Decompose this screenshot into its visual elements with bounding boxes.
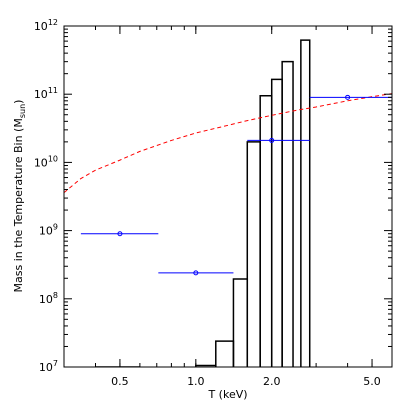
histogram-bar-8 <box>300 39 311 367</box>
y-tick-label-base: 10 <box>39 293 53 306</box>
y-tick-label-2: 109 <box>39 223 58 238</box>
histogram-bar-4 <box>246 141 261 367</box>
x-tick-label-0: 0.5 <box>111 375 129 388</box>
y-tick-label-5: 1012 <box>34 18 58 33</box>
y-tick-label-base: 10 <box>34 20 48 33</box>
y-axis-label-main: Mass in the Temperature Bin (M <box>12 118 25 292</box>
histogram-bar-7 <box>281 60 294 367</box>
y-axis-label-tail: ) <box>12 100 25 104</box>
x-tick-label-1: 1.0 <box>187 375 205 388</box>
plot-layer <box>64 39 392 367</box>
y-tick-label-exponent: 12 <box>48 18 58 27</box>
y-tick-label-exponent: 7 <box>53 359 58 368</box>
x-tick-label-3: 5.0 <box>363 375 381 388</box>
histogram-bar-2 <box>215 340 235 367</box>
y-tick-label-exponent: 9 <box>53 223 58 232</box>
y-tick-label-1: 108 <box>39 291 58 306</box>
y-axis-label-sub: sun <box>18 104 27 118</box>
plot-frame <box>63 25 393 368</box>
data-point-1 <box>193 270 199 276</box>
y-tick-label-base: 10 <box>34 88 48 101</box>
y-tick-label-exponent: 10 <box>48 154 58 163</box>
histogram-bar-6 <box>270 78 283 367</box>
y-tick-label-base: 10 <box>39 361 53 374</box>
y-tick-label-0: 107 <box>39 359 58 374</box>
x-tick-label-2: 2.0 <box>263 375 281 388</box>
data-point-3 <box>345 94 351 100</box>
y-axis-label: Mass in the Temperature Bin (Msun) <box>12 100 27 293</box>
y-tick-label-base: 10 <box>34 156 48 169</box>
data-point-2 <box>269 137 275 143</box>
y-tick-label-exponent: 11 <box>48 86 58 95</box>
y-tick-label-4: 1011 <box>34 86 58 101</box>
y-tick-label-exponent: 8 <box>53 291 58 300</box>
x-axis-label: T (keV) <box>207 388 247 401</box>
histogram-bar-3 <box>232 278 249 367</box>
histogram-bar-5 <box>259 94 273 367</box>
y-tick-label-3: 1010 <box>34 154 58 169</box>
dashed-model-line <box>64 93 392 194</box>
data-point-0 <box>117 231 123 237</box>
y-tick-label-base: 10 <box>39 225 53 238</box>
